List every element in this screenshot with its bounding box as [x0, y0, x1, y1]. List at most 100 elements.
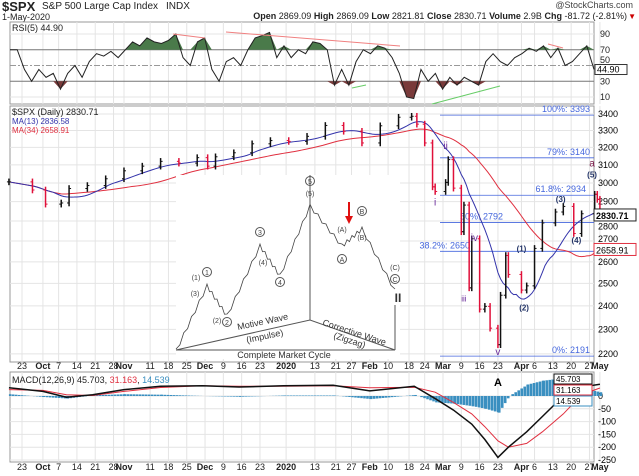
macd-histogram-bar: [163, 394, 167, 396]
macd-histogram-bar: [178, 395, 182, 396]
macd-histogram-bar: [38, 396, 42, 397]
rsi-divergence-line: [172, 33, 206, 39]
macd-histogram-bar: [503, 396, 507, 404]
high-value: 2869.09: [336, 11, 369, 21]
macd-histogram-bar: [319, 395, 323, 396]
x-tick-label: Oct: [35, 462, 50, 472]
macd-histogram-bar: [387, 396, 391, 398]
x-tick-label: 20: [566, 462, 576, 472]
macd-legend-value: 45.703: [77, 375, 105, 385]
macd-histogram-bar: [384, 396, 388, 398]
price-tick-label: 3100: [598, 160, 618, 170]
price-tick-label: 2500: [598, 278, 618, 288]
inset-wave-label: 3: [258, 230, 262, 237]
wave-circle: [390, 274, 400, 284]
macd-histogram-bar: [135, 394, 139, 396]
fib-label: 0%: 2191: [552, 345, 590, 355]
macd-histogram-bar: [408, 395, 412, 396]
macd-histogram-bar: [393, 396, 397, 397]
ma13-line: [8, 121, 600, 300]
macd-histogram-bar: [175, 395, 179, 396]
macd-histogram-bar: [396, 396, 400, 397]
x-tick-label: 24: [420, 361, 430, 371]
macd-histogram-bar: [411, 395, 415, 396]
macd-histogram-bar: [122, 394, 126, 396]
x-tick-label: 10: [383, 361, 393, 371]
ma13-legend: MA(13) 2836.58: [12, 117, 70, 126]
x-tick-label: 7: [56, 462, 61, 472]
x-tick-label: 23: [17, 361, 27, 371]
macd-histogram-bar: [363, 396, 366, 399]
x-tick-label: 23: [255, 462, 265, 472]
x-tick-label: 14: [72, 361, 82, 371]
x-tick-label: 25: [182, 361, 192, 371]
wave-circle: [202, 267, 212, 277]
macd-histogram-bar: [465, 396, 469, 406]
price-tick-label: 3200: [598, 142, 618, 152]
rsi-divergence-line: [431, 85, 501, 105]
wave-circle: [222, 317, 232, 327]
x-tick-label: 18: [404, 462, 414, 472]
wave-label: a: [589, 159, 595, 170]
chart-date: 1-May-2020: [2, 12, 51, 22]
x-tick-label: 27: [346, 361, 356, 371]
macd-histogram-bar: [551, 379, 554, 396]
panel-frame-0: [9, 21, 595, 105]
macd-histogram-bar: [375, 396, 379, 399]
macd-histogram-bar: [11, 394, 15, 396]
macd-histogram-bar: [181, 395, 185, 396]
price-tick-label: 3400: [598, 109, 618, 119]
macd-legend-name: MACD(12,26,9): [12, 375, 75, 385]
macd-last-box: [553, 384, 593, 396]
x-tick-label: 18: [163, 361, 173, 371]
macd-histogram-bar: [153, 394, 157, 396]
rsi-last-label: 44.90: [597, 65, 620, 75]
x-tick-label: Oct: [35, 361, 50, 371]
inset-wave-label: (C): [390, 265, 400, 272]
macd-annotation-A: A: [494, 377, 502, 389]
inset-background: [176, 175, 400, 359]
macd-histogram-bar: [468, 396, 472, 406]
macd-histogram-bar: [500, 396, 504, 408]
exchange: INDX: [166, 1, 190, 12]
macd-histogram-bar: [307, 395, 311, 396]
ma34-line: [8, 128, 601, 258]
macd-histogram-bar: [107, 394, 111, 396]
fib-label: 79%: 3140: [547, 147, 590, 157]
price-tick-label: 2300: [598, 324, 618, 334]
macd-histogram-bar: [156, 394, 160, 396]
x-tick-label: 9: [459, 361, 464, 371]
x-tick-label: Dec: [197, 462, 214, 472]
macd-histogram-bar: [141, 394, 145, 396]
macd-histogram-bar: [535, 382, 539, 396]
x-tick-label: 21: [331, 462, 341, 472]
rsi-divergence-line: [225, 31, 401, 47]
macd-histogram-bar: [316, 395, 320, 396]
x-tick-label: 28: [109, 462, 119, 472]
macd-histogram-bar: [48, 396, 52, 398]
macd-histogram-bar: [548, 379, 551, 396]
macd-legend: MACD(12,26,9) 45.703, 31.163, 14.539: [12, 375, 170, 385]
macd-histogram-bar: [113, 394, 117, 396]
low-label: Low: [371, 11, 390, 21]
x-tick-label: Apr: [514, 462, 530, 472]
x-tick-label: 10: [383, 462, 393, 472]
macd-tick-label: -100: [598, 417, 616, 427]
x-tick-label: 23: [493, 361, 503, 371]
price-tick-label: 2800: [598, 221, 618, 231]
inset-wave-label: (5): [306, 191, 315, 198]
price-tick-label: 3300: [598, 125, 618, 135]
ma34-last-label: 2658.91: [596, 245, 629, 255]
x-tick-label: 2020: [276, 462, 296, 472]
macd-histogram-bar: [98, 395, 102, 396]
macd-histogram-bar: [232, 396, 236, 397]
macd-histogram-bar: [328, 395, 332, 396]
x-tick-label: 16: [237, 462, 247, 472]
macd-histogram-bar: [480, 396, 484, 409]
x-tick-label: 28: [109, 361, 119, 371]
price-tick-label: 2900: [598, 197, 618, 207]
macd-histogram-bar: [542, 380, 545, 396]
macd-histogram-bar: [360, 396, 363, 399]
x-tick-label: 27: [346, 462, 356, 472]
macd-histogram-bar: [441, 396, 444, 403]
